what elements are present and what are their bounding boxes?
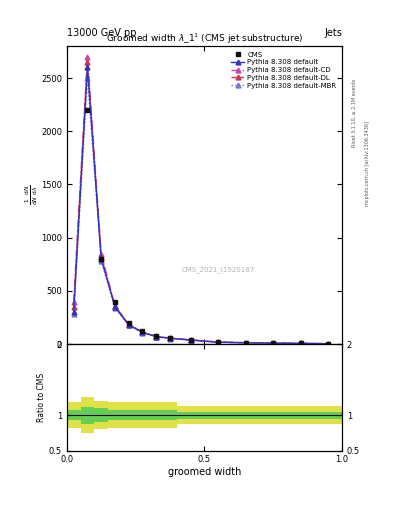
Pythia 8.308 default-DL: [85, 59, 90, 65]
CMS: [168, 335, 173, 341]
Pythia 8.308 default-DL: [298, 340, 303, 347]
Pythia 8.308 default: [85, 65, 90, 71]
Pythia 8.308 default: [72, 309, 76, 315]
Pythia 8.308 default: [154, 334, 159, 340]
Pythia 8.308 default-CD: [271, 340, 275, 346]
Pythia 8.308 default-MBR: [127, 323, 131, 329]
Legend: CMS, Pythia 8.308 default, Pythia 8.308 default-CD, Pythia 8.308 default-DL, Pyt: CMS, Pythia 8.308 default, Pythia 8.308 …: [228, 50, 338, 91]
Pythia 8.308 default-MBR: [188, 337, 193, 344]
Pythia 8.308 default-CD: [298, 340, 303, 347]
Pythia 8.308 default: [99, 256, 104, 262]
Pythia 8.308 default-DL: [99, 254, 104, 260]
X-axis label: groomed width: groomed width: [168, 467, 241, 477]
Pythia 8.308 default: [127, 322, 131, 328]
Line: Pythia 8.308 default-MBR: Pythia 8.308 default-MBR: [71, 76, 331, 346]
Line: Pythia 8.308 default: Pythia 8.308 default: [71, 65, 331, 346]
Pythia 8.308 default: [271, 340, 275, 346]
Pythia 8.308 default-DL: [154, 333, 159, 339]
CMS: [99, 256, 104, 262]
Pythia 8.308 default-DL: [168, 335, 173, 341]
Pythia 8.308 default-CD: [243, 339, 248, 346]
Text: CMS_2021_I1920187: CMS_2021_I1920187: [182, 266, 255, 273]
Pythia 8.308 default-CD: [127, 321, 131, 327]
Pythia 8.308 default-MBR: [271, 340, 275, 346]
CMS: [127, 320, 131, 326]
CMS: [85, 107, 90, 113]
Pythia 8.308 default-CD: [168, 335, 173, 341]
Pythia 8.308 default: [188, 337, 193, 343]
Pythia 8.308 default-MBR: [140, 330, 145, 336]
Pythia 8.308 default-MBR: [326, 340, 331, 347]
Pythia 8.308 default-CD: [216, 339, 220, 345]
Pythia 8.308 default: [140, 329, 145, 335]
Pythia 8.308 default-CD: [72, 298, 76, 305]
CMS: [271, 340, 275, 346]
Pythia 8.308 default-DL: [271, 340, 275, 346]
Pythia 8.308 default-CD: [188, 337, 193, 343]
Text: mcplots.cern.ch [arXiv:1306.3436]: mcplots.cern.ch [arXiv:1306.3436]: [365, 121, 371, 206]
Pythia 8.308 default-MBR: [72, 311, 76, 317]
Title: Groomed width $\lambda$_1$^1$ (CMS jet substructure): Groomed width $\lambda$_1$^1$ (CMS jet s…: [106, 32, 303, 46]
CMS: [188, 337, 193, 343]
Pythia 8.308 default-DL: [127, 322, 131, 328]
Pythia 8.308 default: [216, 339, 220, 345]
Pythia 8.308 default-CD: [85, 54, 90, 60]
CMS: [326, 340, 331, 347]
Pythia 8.308 default-MBR: [154, 334, 159, 340]
Pythia 8.308 default-MBR: [243, 340, 248, 346]
Pythia 8.308 default-MBR: [99, 258, 104, 264]
CMS: [216, 339, 220, 345]
Pythia 8.308 default-MBR: [216, 339, 220, 346]
Line: Pythia 8.308 default-CD: Pythia 8.308 default-CD: [71, 54, 331, 346]
Pythia 8.308 default-CD: [326, 340, 331, 347]
Pythia 8.308 default-DL: [188, 337, 193, 343]
Pythia 8.308 default-MBR: [113, 305, 118, 311]
CMS: [243, 339, 248, 346]
Pythia 8.308 default-CD: [99, 250, 104, 257]
Text: 13000 GeV pp: 13000 GeV pp: [67, 28, 136, 38]
Y-axis label: $\frac{1}{\mathregular{d}N}\,\frac{\mathregular{d}N}{\mathregular{d}\lambda}$: $\frac{1}{\mathregular{d}N}\,\frac{\math…: [23, 185, 40, 205]
Pythia 8.308 default-MBR: [85, 75, 90, 81]
Pythia 8.308 default-DL: [326, 340, 331, 347]
CMS: [140, 328, 145, 334]
Pythia 8.308 default-MBR: [298, 340, 303, 347]
Pythia 8.308 default-MBR: [168, 335, 173, 342]
CMS: [298, 340, 303, 346]
Pythia 8.308 default: [326, 340, 331, 347]
Line: Pythia 8.308 default-DL: Pythia 8.308 default-DL: [71, 59, 331, 346]
Pythia 8.308 default-CD: [140, 329, 145, 335]
Pythia 8.308 default-CD: [113, 303, 118, 309]
Text: Rivet 3.1.10, ≥ 2.1M events: Rivet 3.1.10, ≥ 2.1M events: [352, 78, 357, 147]
Pythia 8.308 default-DL: [243, 339, 248, 346]
Y-axis label: Ratio to CMS: Ratio to CMS: [37, 373, 46, 422]
Pythia 8.308 default: [168, 335, 173, 342]
Line: CMS: CMS: [85, 108, 331, 346]
Pythia 8.308 default: [113, 304, 118, 310]
Pythia 8.308 default: [298, 340, 303, 347]
Pythia 8.308 default-DL: [113, 303, 118, 309]
Pythia 8.308 default: [243, 339, 248, 346]
Pythia 8.308 default-CD: [154, 333, 159, 339]
CMS: [113, 298, 118, 305]
Pythia 8.308 default-DL: [216, 339, 220, 345]
Pythia 8.308 default-DL: [72, 304, 76, 310]
Pythia 8.308 default-DL: [140, 329, 145, 335]
CMS: [154, 332, 159, 338]
Text: Jets: Jets: [324, 28, 342, 38]
